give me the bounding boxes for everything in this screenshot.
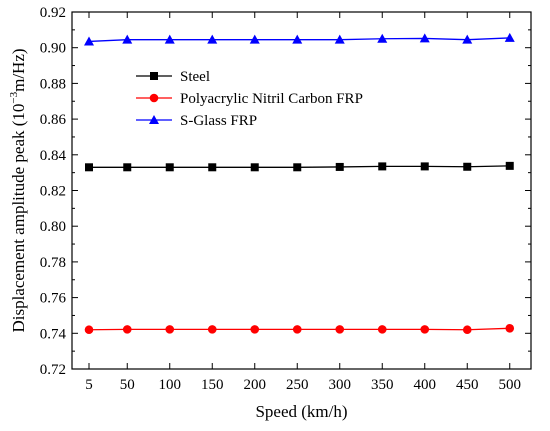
y-axis-title-main: Displacement amplitude peak (10 <box>9 104 28 333</box>
data-point <box>463 325 472 334</box>
data-point <box>506 162 514 170</box>
y-tick-label: 0.74 <box>40 326 67 342</box>
x-tick-label: 5 <box>85 377 93 393</box>
y-tick-label: 0.78 <box>40 255 66 271</box>
data-point <box>208 325 217 334</box>
legend-entry-2: Polyacrylic Nitril Carbon FRP <box>136 91 363 107</box>
y-tick-label: 0.72 <box>40 362 66 378</box>
legend-label: Steel <box>180 69 210 85</box>
x-tick-label: 300 <box>329 377 352 393</box>
y-axis-title-unit: m/Hz) <box>9 48 28 91</box>
x-tick-label: 250 <box>286 377 309 393</box>
y-axis-title-exponent: −3 <box>8 91 20 103</box>
x-tick-label: 350 <box>371 377 394 393</box>
x-tick-label: 50 <box>120 377 135 393</box>
y-tick-label: 0.82 <box>40 184 66 200</box>
legend-label: Polyacrylic Nitril Carbon FRP <box>180 91 363 107</box>
x-tick-label: 150 <box>201 377 224 393</box>
y-tick-label: 0.88 <box>40 76 66 92</box>
data-point <box>293 163 301 171</box>
data-point <box>85 163 93 171</box>
x-tick-label: 100 <box>159 377 182 393</box>
legend-entry-1: Steel <box>136 69 210 85</box>
data-point <box>208 163 216 171</box>
data-point <box>463 163 471 171</box>
series-3 <box>84 33 515 46</box>
legend: Steel Polyacrylic Nitril Carbon FRP S-Glas… <box>136 69 363 129</box>
y-tick-label: 0.80 <box>40 219 66 235</box>
data-point <box>335 325 344 334</box>
x-tick-label: 400 <box>414 377 437 393</box>
data-point <box>250 325 259 334</box>
legend-entry-3: S-Glass FRP <box>136 113 257 129</box>
data-point <box>165 325 174 334</box>
plot-area: 0.72 0.74 0.76 0.78 0.80 0.82 0.84 0.86 0.88 0.90… <box>40 5 531 393</box>
y-tick-label: 0.76 <box>40 291 67 307</box>
data-point <box>251 163 259 171</box>
data-point <box>336 163 344 171</box>
y-tick-label: 0.90 <box>40 41 66 57</box>
data-point <box>378 162 386 170</box>
series-layer <box>84 33 515 334</box>
series-1 <box>85 162 514 171</box>
x-tick-label: 500 <box>499 377 522 393</box>
y-axis-title: Displacement amplitude peak (10−3m/Hz) <box>8 48 28 332</box>
data-point <box>166 163 174 171</box>
legend-marker <box>150 94 159 103</box>
y-tick-label: 0.86 <box>40 112 67 128</box>
y-tick-label: 0.84 <box>40 148 67 164</box>
data-point <box>421 162 429 170</box>
series-2 <box>85 324 514 334</box>
data-point <box>420 325 429 334</box>
x-tick-label: 450 <box>456 377 479 393</box>
data-point <box>505 324 514 333</box>
plot-frame <box>72 12 531 369</box>
data-point <box>123 325 132 334</box>
data-point <box>378 325 387 334</box>
legend-marker <box>150 72 158 80</box>
data-point <box>293 325 302 334</box>
y-tick-label: 0.92 <box>40 5 66 21</box>
x-tick-label: 200 <box>244 377 267 393</box>
data-point <box>85 325 94 334</box>
data-point <box>123 163 131 171</box>
x-axis-title: Speed (km/h) <box>255 402 347 421</box>
legend-label: S-Glass FRP <box>180 113 257 129</box>
